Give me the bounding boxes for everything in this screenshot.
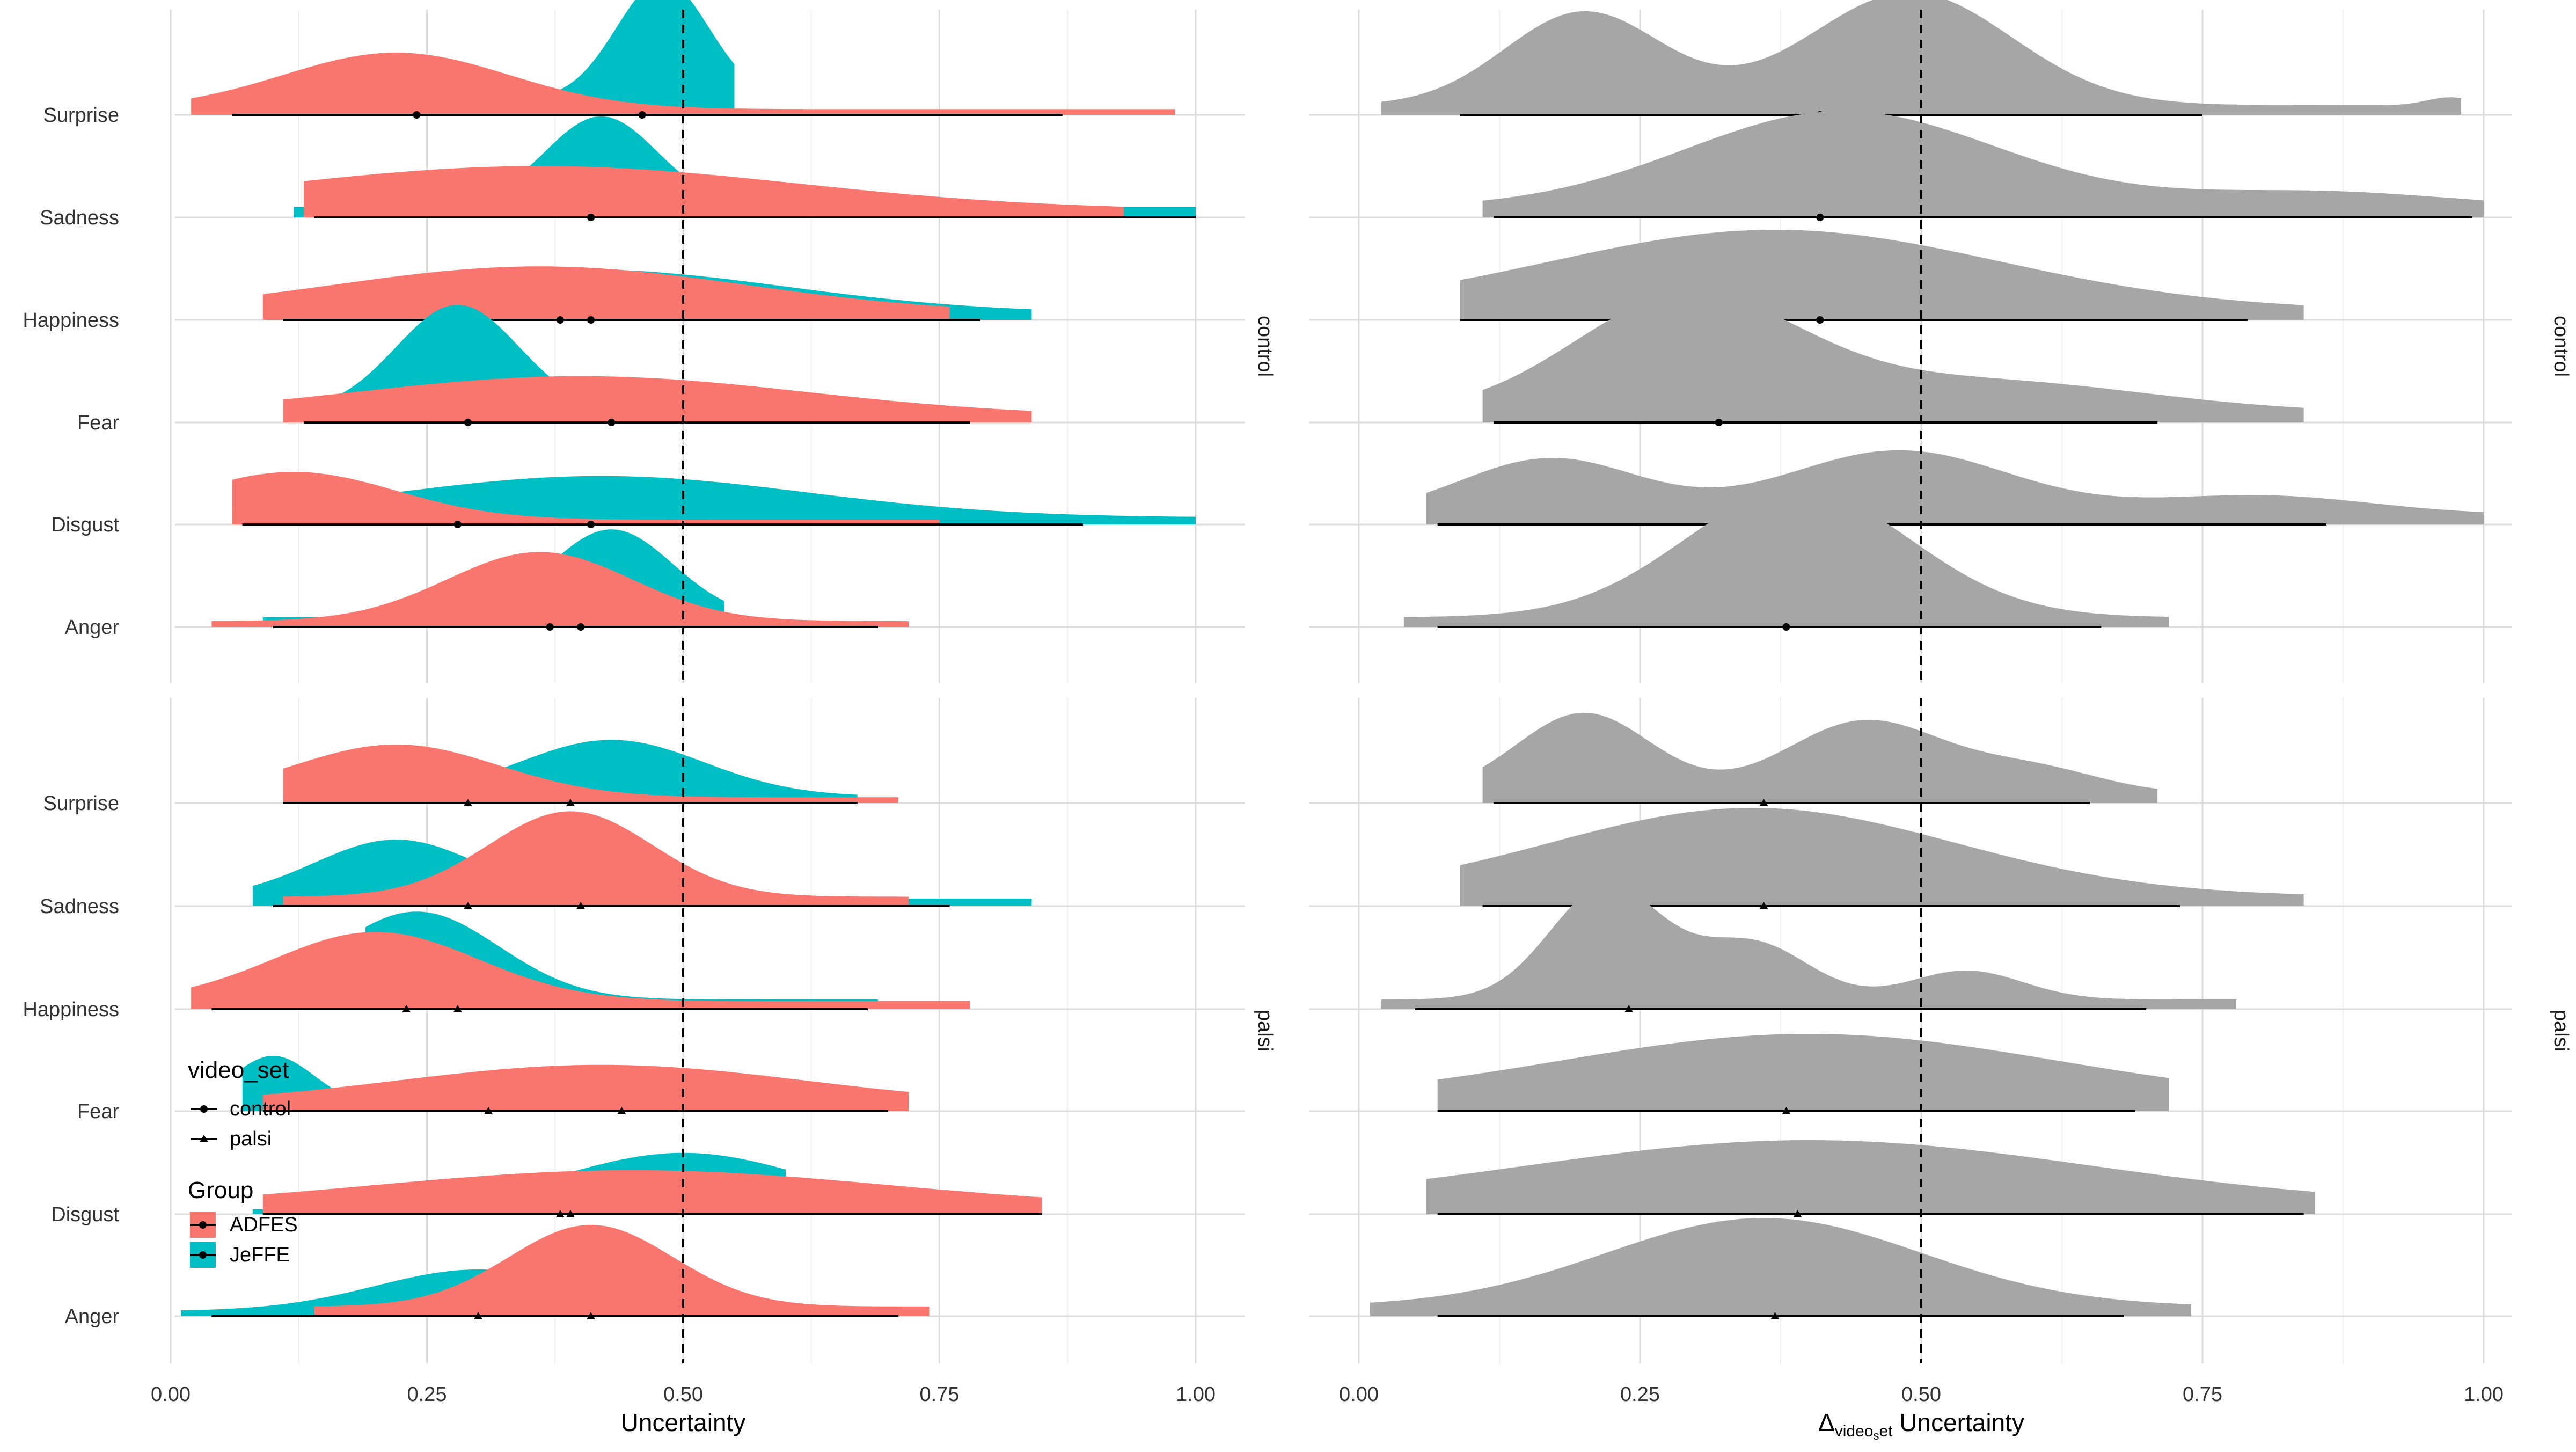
median-jeffe-sadness <box>463 902 472 909</box>
ridge-adfes-anger-control <box>211 552 909 627</box>
ridge-difference-disgust-control <box>1426 450 2484 524</box>
ridge-difference-fear-palsi <box>1437 1034 2169 1111</box>
ridge-difference-happiness-control <box>1460 230 2304 320</box>
x-tick-label: 0.25 <box>1620 1383 1660 1406</box>
median-difference-sadness <box>1759 902 1768 909</box>
median-jeffe-surprise <box>566 799 575 806</box>
x-axis-title: Uncertainty <box>621 1409 746 1436</box>
ridge-adfes-fear-palsi <box>262 1064 909 1111</box>
median-jeffe-anger <box>474 1312 482 1319</box>
x-tick-label: 0.50 <box>663 1383 703 1406</box>
ridge-adfes-sadness-control <box>304 166 1124 217</box>
category-label: Anger <box>65 1305 120 1328</box>
legend-label-control: control <box>230 1098 291 1120</box>
ridge-adfes-disgust-palsi <box>262 1170 1042 1214</box>
median-jeffe-sadness <box>587 214 595 221</box>
ridge-difference-anger-palsi <box>1370 1218 2191 1316</box>
category-label: Fear <box>77 412 119 434</box>
ridge-adfes-fear-control <box>283 376 1032 422</box>
ridge-difference-fear-control <box>1482 293 2304 422</box>
ridge-difference-sadness-palsi <box>1460 808 2304 906</box>
ridge-difference-disgust-palsi <box>1426 1140 2315 1214</box>
median-difference-happiness <box>1816 316 1824 324</box>
median-jeffe-surprise <box>638 111 646 119</box>
median-adfes-surprise <box>413 111 421 119</box>
facet-strip-label: control <box>1254 316 1276 377</box>
category-label: Surprise <box>43 104 120 127</box>
median-difference-happiness <box>1624 1005 1634 1012</box>
median-difference-fear <box>1715 419 1723 426</box>
ridge-difference-sadness-control <box>1482 111 2484 217</box>
legend-label-jeffe: JeFFE <box>230 1244 290 1266</box>
median-difference-sadness <box>1816 214 1824 221</box>
legend-key-dot <box>199 1221 207 1229</box>
ridge-adfes-surprise-palsi <box>283 744 899 803</box>
ridge-jeffe-surprise-control <box>550 0 735 115</box>
facet-strip-label: palsi <box>1254 1010 1276 1052</box>
ridge-difference-happiness-palsi <box>1381 885 2236 1009</box>
x-tick-label: 1.00 <box>2464 1383 2504 1406</box>
category-label: Sadness <box>40 207 119 229</box>
legend-key-circle <box>200 1105 208 1113</box>
category-label: Anger <box>65 616 120 639</box>
median-difference-disgust <box>1793 1210 1802 1217</box>
category-label: Disgust <box>51 514 119 536</box>
median-jeffe-anger <box>577 623 584 631</box>
x-axis-title-difference: Δvideoset Uncertainty <box>1818 1409 2024 1442</box>
x-tick-label: 0.75 <box>920 1383 960 1406</box>
legend-key-dot <box>199 1251 207 1259</box>
legend-label-palsi: palsi <box>230 1128 272 1150</box>
ridge-adfes-sadness-palsi <box>283 811 909 906</box>
median-difference-anger <box>1782 623 1790 631</box>
x-tick-label: 0.50 <box>1901 1383 1941 1406</box>
median-jeffe-disgust <box>587 521 595 528</box>
category-label: Happiness <box>23 309 119 332</box>
median-jeffe-happiness <box>587 316 595 324</box>
x-tick-label: 0.75 <box>2183 1383 2222 1406</box>
legend-title-group: Group <box>188 1177 253 1203</box>
median-difference-fear <box>1782 1107 1791 1114</box>
facet-strip-label: palsi <box>2550 1010 2572 1052</box>
category-label: Sadness <box>40 895 119 918</box>
category-label: Disgust <box>51 1203 119 1226</box>
median-jeffe-happiness <box>453 1005 462 1012</box>
x-tick-label: 0.25 <box>407 1383 447 1406</box>
median-difference-anger <box>1770 1312 1780 1319</box>
ridge-adfes-surprise-control <box>191 53 1175 115</box>
ridge-difference-surprise-palsi <box>1482 712 2158 803</box>
legend-key-triangle <box>200 1135 208 1142</box>
ridge-adfes-happiness-control <box>262 266 950 320</box>
x-tick-label: 1.00 <box>1176 1383 1216 1406</box>
category-label: Surprise <box>43 792 120 815</box>
category-label: Happiness <box>23 998 119 1021</box>
median-jeffe-disgust <box>555 1210 565 1217</box>
facet-strip-label: control <box>2550 316 2572 377</box>
ridge-difference-anger-control <box>1403 488 2169 627</box>
ridge-adfes-happiness-palsi <box>191 932 970 1009</box>
legend-title-video-set: video_set <box>188 1057 289 1083</box>
legend-label-adfes: ADFES <box>230 1214 298 1236</box>
x-tick-label: 0.00 <box>1339 1383 1379 1406</box>
median-jeffe-fear <box>484 1107 493 1114</box>
ridge-jeffe-surprise-palsi <box>283 740 858 803</box>
ridge-adfes-anger-palsi <box>314 1224 930 1316</box>
median-difference-surprise <box>1759 799 1768 806</box>
ridge-adfes-disgust-control <box>232 472 940 524</box>
median-jeffe-fear <box>608 419 616 426</box>
x-tick-label: 0.00 <box>151 1383 191 1406</box>
category-label: Fear <box>77 1100 119 1123</box>
